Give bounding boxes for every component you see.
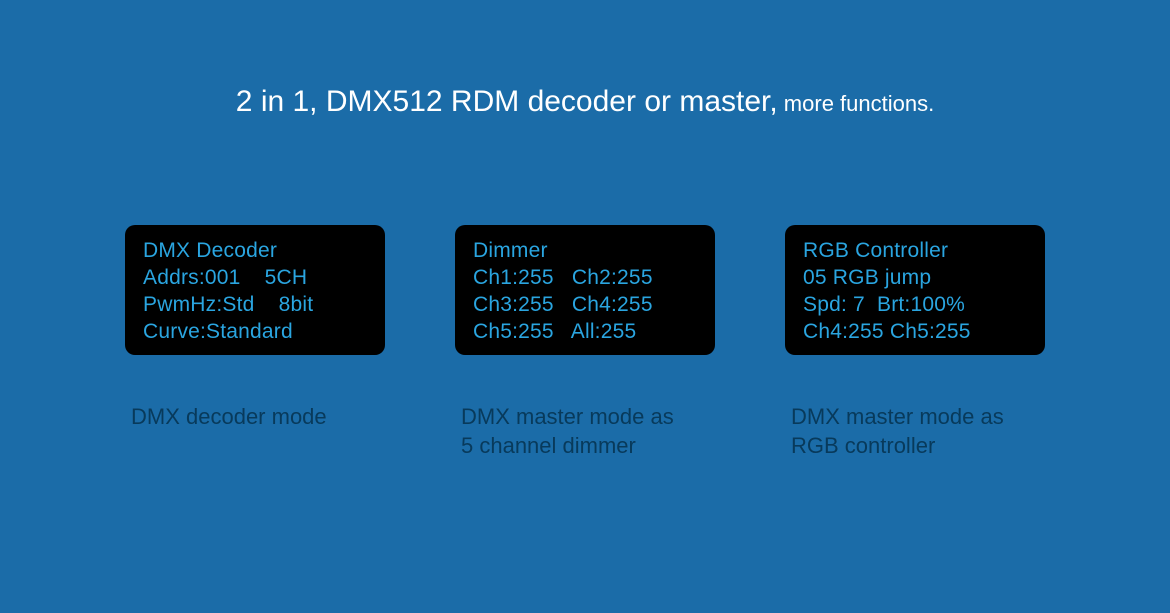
card-rgb: RGB Controller 05 RGB jump Spd: 7 Brt:10… <box>785 225 1045 460</box>
display-line: Ch4:255 Ch5:255 <box>803 320 1027 344</box>
card-decoder: DMX Decoder Addrs:001 5CH PwmHz:Std 8bit… <box>125 225 385 460</box>
display-dimmer: Dimmer Ch1:255 Ch2:255 Ch3:255 Ch4:255 C… <box>455 225 715 355</box>
title-sub: more functions. <box>778 91 935 116</box>
display-line: Curve:Standard <box>143 320 367 344</box>
cards-row: DMX Decoder Addrs:001 5CH PwmHz:Std 8bit… <box>0 225 1170 460</box>
card-dimmer: Dimmer Ch1:255 Ch2:255 Ch3:255 Ch4:255 C… <box>455 225 715 460</box>
caption-decoder: DMX decoder mode <box>125 403 385 432</box>
display-line: RGB Controller <box>803 239 1027 263</box>
caption-rgb: DMX master mode as RGB controller <box>785 403 1045 460</box>
caption-line: DMX master mode as <box>791 403 1045 432</box>
caption-line: DMX decoder mode <box>131 403 385 432</box>
display-line: 05 RGB jump <box>803 266 1027 290</box>
display-line: DMX Decoder <box>143 239 367 263</box>
display-line: Ch5:255 All:255 <box>473 320 697 344</box>
display-line: PwmHz:Std 8bit <box>143 293 367 317</box>
display-line: Dimmer <box>473 239 697 263</box>
display-rgb: RGB Controller 05 RGB jump Spd: 7 Brt:10… <box>785 225 1045 355</box>
title-main: 2 in 1, DMX512 RDM decoder or master, <box>236 85 778 118</box>
caption-line: DMX master mode as <box>461 403 715 432</box>
caption-dimmer: DMX master mode as 5 channel dimmer <box>455 403 715 460</box>
display-line: Spd: 7 Brt:100% <box>803 293 1027 317</box>
display-line: Ch1:255 Ch2:255 <box>473 266 697 290</box>
display-line: Addrs:001 5CH <box>143 266 367 290</box>
caption-line: 5 channel dimmer <box>461 432 715 461</box>
display-decoder: DMX Decoder Addrs:001 5CH PwmHz:Std 8bit… <box>125 225 385 355</box>
caption-line: RGB controller <box>791 432 1045 461</box>
page-title: 2 in 1, DMX512 RDM decoder or master, mo… <box>0 85 1170 119</box>
display-line: Ch3:255 Ch4:255 <box>473 293 697 317</box>
